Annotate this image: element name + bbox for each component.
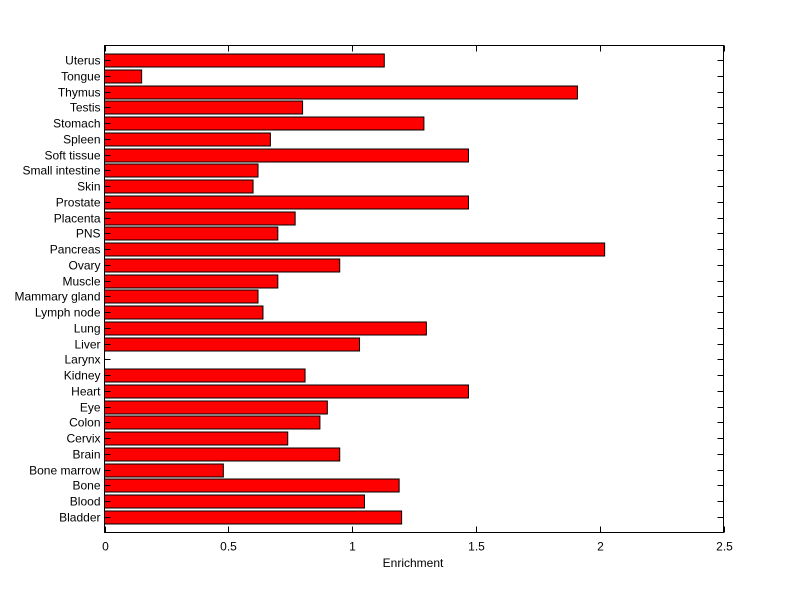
y-tick-label: Testis: [70, 101, 101, 115]
y-tick-label: Kidney: [64, 369, 101, 383]
bar: [104, 447, 341, 462]
bar: [104, 463, 224, 478]
y-tick-label: Thymus: [58, 86, 101, 100]
y-tick-label: Prostate: [56, 196, 101, 210]
bar: [104, 211, 296, 226]
bar: [104, 132, 271, 147]
bar: [104, 510, 403, 525]
x-tick-label: 2: [597, 540, 604, 554]
bar: [104, 274, 279, 289]
bar: [104, 289, 259, 304]
y-tick-label: Mammary gland: [14, 290, 100, 304]
y-tick-label: Blood: [70, 495, 101, 509]
x-tick-label: 1.5: [468, 540, 485, 554]
bar: [104, 415, 321, 430]
x-tick-label: 0: [102, 540, 109, 554]
x-tick-label: 1: [349, 540, 356, 554]
bar: [104, 431, 289, 446]
y-tick-label: PNS: [76, 227, 101, 241]
bar: [104, 321, 427, 336]
y-tick-label: Uterus: [65, 54, 100, 68]
bar: [104, 195, 469, 210]
bar: [104, 100, 304, 115]
y-tick-label: Eye: [80, 401, 101, 415]
y-tick-label: Placenta: [54, 212, 101, 226]
x-tick-label: 2.5: [716, 540, 733, 554]
y-tick-label: Lung: [74, 322, 101, 336]
y-tick-label: Heart: [71, 385, 101, 399]
bar: [104, 258, 341, 273]
bar: [104, 226, 279, 241]
bar: [104, 337, 361, 352]
x-axis-label: Enrichment: [383, 556, 444, 570]
y-tick-label: Skin: [77, 180, 100, 194]
y-tick-label: Ovary: [68, 259, 100, 273]
x-axis-ticks: 0 0.5 1 1.5 2 2.5: [102, 45, 733, 554]
y-tick-label: Bone: [72, 479, 100, 493]
bar: [104, 242, 606, 257]
y-tick-label: Bone marrow: [29, 464, 101, 478]
bar: [104, 494, 365, 509]
y-tick-label: Colon: [69, 416, 100, 430]
bar: [104, 400, 328, 415]
y-tick-label: Tongue: [61, 70, 101, 84]
y-tick-label: Spleen: [63, 133, 100, 147]
plot-frame: [104, 45, 724, 533]
y-tick-label: Stomach: [53, 117, 100, 131]
y-tick-label: Larynx: [64, 353, 100, 367]
bar: [104, 305, 264, 320]
y-tick-label: Soft tissue: [44, 149, 100, 163]
bar: [104, 478, 400, 493]
bar: [104, 53, 385, 68]
bar: [104, 85, 578, 100]
y-tick-label: Bladder: [59, 511, 100, 525]
bar: [104, 148, 469, 163]
bar: [104, 384, 469, 399]
bar: [104, 163, 259, 178]
y-tick-label: Lymph node: [35, 306, 101, 320]
y-tick-label: Cervix: [66, 432, 100, 446]
y-tick-label: Brain: [72, 448, 100, 462]
y-tick-label: Small intestine: [22, 164, 100, 178]
y-tick-label: Liver: [74, 338, 100, 352]
bar: [104, 116, 425, 131]
bar: [104, 368, 306, 383]
bar: [104, 179, 254, 194]
x-tick-label: 0.5: [220, 540, 237, 554]
y-tick-label: Pancreas: [50, 243, 101, 257]
y-tick-label: Muscle: [62, 275, 100, 289]
bars: [104, 53, 606, 525]
